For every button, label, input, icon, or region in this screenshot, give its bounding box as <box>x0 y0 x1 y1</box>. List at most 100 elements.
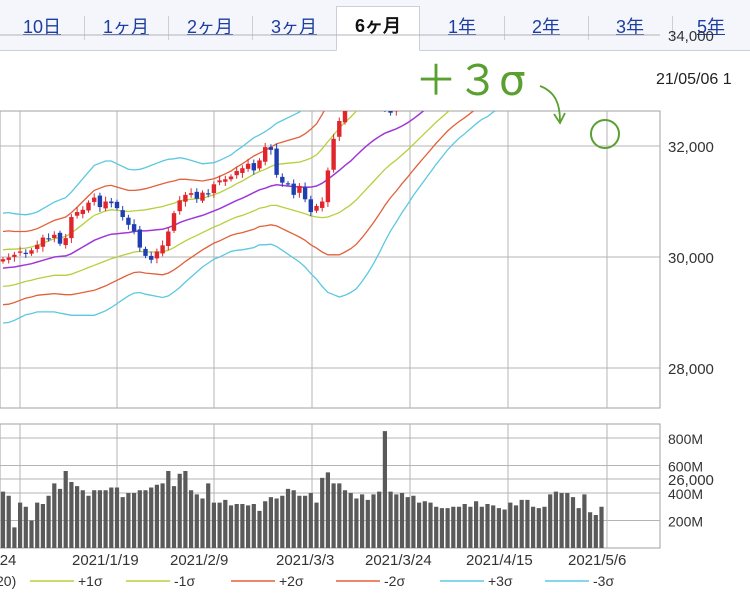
date-tick-label: 2021/3/3 <box>276 552 334 569</box>
tab-6[interactable]: 1年 <box>447 17 476 37</box>
candlestick <box>80 206 85 219</box>
volume-bar <box>354 498 359 548</box>
tab-8[interactable]: 3年 <box>615 17 644 37</box>
volume-bar <box>103 490 108 548</box>
candle-body <box>268 147 274 150</box>
candlestick <box>109 197 114 208</box>
candlestick <box>206 189 211 198</box>
tab-1[interactable]: 10日 <box>22 17 62 37</box>
volume-bar <box>388 491 393 548</box>
tab-9[interactable]: 5年 <box>696 17 725 37</box>
candle-body <box>406 73 410 86</box>
volume-bar <box>599 506 604 548</box>
volume-bar <box>371 494 376 548</box>
candle-body <box>571 33 575 39</box>
candle-body <box>280 176 285 183</box>
volume-bar <box>257 510 262 548</box>
candlestick <box>468 38 472 51</box>
volume-bar <box>200 498 205 548</box>
candle-body <box>451 50 455 51</box>
candle-body <box>491 28 495 31</box>
price-panel-frame <box>0 110 661 409</box>
candle-body <box>360 79 364 88</box>
volume-bar <box>445 508 450 548</box>
candle-body <box>497 20 501 26</box>
candle-body <box>599 13 603 29</box>
volume-bar <box>576 508 581 548</box>
candle-body <box>291 183 296 195</box>
candlestick <box>554 34 558 46</box>
tab-3[interactable]: 2ヶ月 <box>186 17 233 37</box>
candle-body <box>245 163 251 169</box>
candle-body <box>206 193 211 195</box>
volume-bar <box>474 501 479 548</box>
candlestick <box>594 23 598 35</box>
candlestick <box>577 33 581 44</box>
candle-body <box>302 187 308 200</box>
volume-bar <box>268 497 273 548</box>
candle-body <box>531 30 535 32</box>
price-tick-label: 32,000 <box>668 139 714 156</box>
candlestick <box>531 25 535 35</box>
tab-4[interactable]: 3ヶ月 <box>270 17 317 37</box>
candlestick <box>325 167 331 208</box>
volume-bar <box>234 504 239 548</box>
candlestick <box>542 33 546 40</box>
candle-body <box>103 201 108 209</box>
candle-body <box>337 121 342 137</box>
volume-bar <box>12 527 17 548</box>
plus-3-sigma-line <box>2 111 302 216</box>
volume-bar <box>542 506 547 548</box>
tab-2[interactable]: 1ヶ月 <box>102 17 149 37</box>
volume-bar <box>456 506 462 548</box>
candle-body <box>86 202 91 211</box>
candle-body <box>240 168 245 173</box>
volume-bar <box>399 493 405 548</box>
volume-bar <box>63 471 68 548</box>
candlestick <box>200 190 205 203</box>
volume-bar <box>177 473 182 548</box>
candle-body <box>320 201 325 208</box>
candle-body <box>114 201 120 209</box>
volume-bar <box>6 495 11 548</box>
volume-bar <box>109 487 114 548</box>
volume-bar <box>137 490 142 548</box>
volume-bar <box>263 501 268 548</box>
volume-bar <box>536 508 541 548</box>
volume-bar <box>496 508 501 548</box>
volume-bar <box>69 482 74 548</box>
volume-bar <box>166 471 171 548</box>
candlestick <box>29 248 34 256</box>
candle-body <box>331 138 336 170</box>
legend: 20) +1σ -1σ +2σ -2σ +3σ -3σ <box>0 573 614 589</box>
tab-separator <box>672 16 673 40</box>
candlestick <box>6 253 11 264</box>
candle-body <box>0 259 6 262</box>
sigma-annotation: ＋３σ <box>415 56 526 105</box>
candlestick <box>599 11 603 31</box>
candlestick <box>497 17 501 31</box>
candlestick <box>520 23 524 33</box>
tab-7[interactable]: 2年 <box>531 17 560 37</box>
candlestick <box>354 83 358 99</box>
candle-body <box>354 86 358 95</box>
candle-body <box>508 14 512 21</box>
volume-bar <box>75 486 80 548</box>
volume-bar <box>114 487 120 548</box>
date-tick-label: 2021/2/9 <box>170 552 228 569</box>
tab-5[interactable]: 6ヶ月 <box>336 6 420 51</box>
tab-separator <box>168 16 169 40</box>
candlestick <box>331 133 336 173</box>
volume-bar <box>285 488 291 548</box>
candlestick <box>183 191 188 207</box>
volume-bar <box>274 498 279 548</box>
candlestick <box>548 31 552 42</box>
volume-bar <box>206 483 211 548</box>
volume-bar <box>337 483 342 548</box>
candlestick <box>377 84 381 94</box>
candlestick <box>400 83 404 106</box>
candle-body <box>217 180 222 183</box>
candlestick <box>537 27 541 41</box>
volume-bar <box>251 504 256 548</box>
